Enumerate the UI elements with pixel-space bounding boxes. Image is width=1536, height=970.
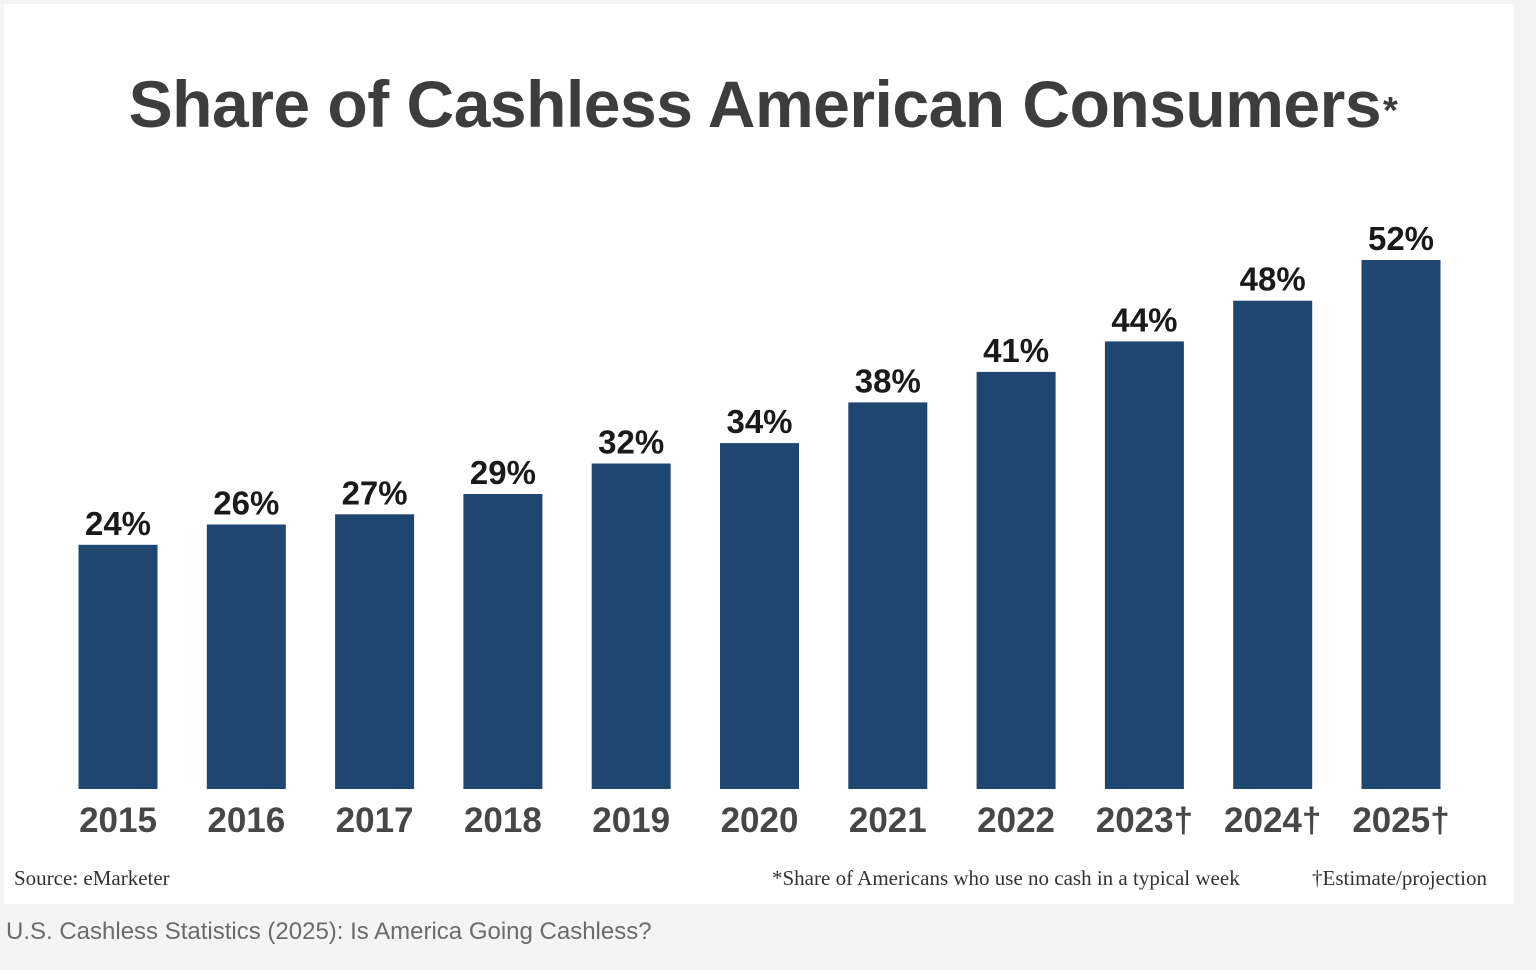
- category-label-2016: 2016: [207, 801, 285, 840]
- value-label-2021: 38%: [855, 362, 921, 399]
- category-label-2018: 2018: [464, 801, 542, 840]
- chart-title: Share of Cashless American Consumers*: [0, 66, 1526, 142]
- value-label-2016: 26%: [213, 485, 279, 522]
- value-label-2017: 27%: [342, 474, 408, 511]
- category-labels-layer: 2015 2016 2017 2018 2019 2020 2021 2022 2023† 202…: [79, 801, 1450, 840]
- value-label-2020: 34%: [726, 403, 792, 440]
- bar-chart: 24%26% 27%29%32%34%38%41%44%48%52% 2015 20…: [78, 220, 1450, 840]
- bar-2023: [1104, 341, 1184, 789]
- value-label-2022: 41%: [983, 332, 1049, 369]
- source-note: Source: eMarketer: [14, 866, 170, 890]
- value-label-2024: 48%: [1240, 261, 1306, 298]
- category-label-2022: 2022: [977, 801, 1055, 840]
- category-label-2015: 2015: [79, 801, 157, 840]
- bar-2025: [1361, 260, 1441, 789]
- bar-2015: [78, 544, 158, 789]
- bar-2019: [591, 463, 671, 789]
- category-label-2020: 2020: [721, 801, 799, 840]
- bar-2018: [463, 494, 543, 789]
- footnote-definition: *Share of Americans who use no cash in a…: [772, 866, 1240, 890]
- bar-2017: [335, 514, 415, 789]
- value-label-2023: 44%: [1111, 301, 1177, 338]
- bar-2022: [976, 371, 1056, 789]
- category-label-2024: 2024†: [1224, 801, 1321, 840]
- bar-2020: [720, 443, 799, 789]
- category-label-2019: 2019: [592, 801, 670, 840]
- value-label-2015: 24%: [85, 505, 151, 542]
- bar-2016: [206, 524, 286, 789]
- category-label-2023: 2023†: [1096, 801, 1193, 840]
- footnote-estimate: †Estimate/projection: [1312, 866, 1487, 890]
- category-label-2021: 2021: [849, 801, 927, 840]
- value-labels-layer: 24% 26% 27% 29% 32% 34% 38% 41% 44% 48% 52%: [85, 220, 1434, 542]
- image-caption: U.S. Cashless Statistics (2025): Is Amer…: [6, 918, 652, 945]
- bar-2024: [1233, 300, 1313, 789]
- chart-title-text: Share of Cashless American Consumers: [128, 67, 1382, 141]
- category-label-2017: 2017: [336, 801, 414, 840]
- chart-title-marker: *: [1383, 90, 1398, 132]
- bar-2021: [848, 402, 928, 789]
- value-label-2019: 32%: [598, 424, 664, 461]
- bars-layer: [78, 260, 1441, 789]
- value-label-2025: 52%: [1368, 220, 1434, 257]
- category-label-2025: 2025†: [1352, 801, 1449, 840]
- value-label-2018: 29%: [470, 454, 536, 491]
